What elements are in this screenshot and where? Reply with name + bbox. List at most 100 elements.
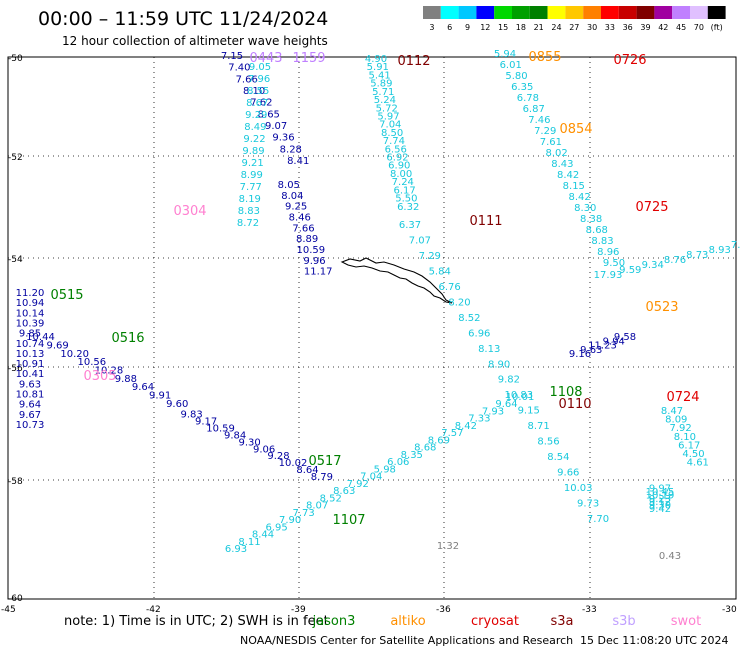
wave-height-value: 9.69	[46, 341, 68, 352]
wave-height-value: 7.33	[468, 414, 490, 425]
wave-height-value: 8.07	[306, 501, 328, 512]
wave-height-value: 9.17	[195, 417, 217, 428]
longitude-labels: -45 -42 -39 -36 -33 -30	[1, 605, 737, 615]
legend-swatch	[458, 6, 477, 19]
wave-height-value: 6.37	[399, 220, 421, 231]
credit-text: NOAA/NESDIS Center for Satellite Applica…	[240, 634, 573, 647]
wave-height-value: 6.01	[500, 60, 522, 71]
wave-height-value: 9.36	[272, 133, 294, 144]
legend-swatch	[529, 6, 548, 19]
wave-height-value: 6.17	[393, 185, 415, 196]
wave-height-value: 10.73	[16, 420, 45, 431]
lat-label: -56	[8, 364, 23, 374]
wave-height-value: 8.68	[586, 225, 608, 236]
wave-height-value: 8.10	[243, 86, 265, 97]
wave-height-value: 10.41	[16, 369, 45, 380]
wave-height-value: 6.32	[397, 202, 419, 213]
pass-time-label: 0725	[635, 200, 668, 215]
satellite-legend-item: altiko	[390, 614, 425, 629]
legend-swatch	[512, 6, 530, 19]
wave-height-value: 10.19	[646, 491, 675, 502]
wave-height-value: 10.59	[206, 424, 235, 435]
legend-label: 36	[623, 23, 633, 32]
legend-label: 30	[587, 23, 597, 32]
satellite-legend-item: cryosat	[471, 614, 519, 629]
wave-height-value: 6.76	[438, 282, 460, 293]
legend-swatch	[690, 6, 708, 19]
pass-time-label: 0854	[559, 122, 592, 137]
wave-height-value: 10.02	[279, 458, 308, 469]
wave-height-value: 8.00	[390, 169, 412, 180]
wave-height-value: 5.94	[494, 49, 516, 60]
lat-label: -60	[8, 594, 23, 604]
satellite-legend-item: swot	[671, 614, 701, 629]
wave-height-value: 8.13	[478, 344, 500, 355]
wave-height-value: 1.32	[437, 541, 459, 552]
wave-height-value: 9.63	[19, 379, 41, 390]
wave-height-value: 9.23	[649, 494, 671, 505]
wave-height-value: 6.06	[387, 457, 409, 468]
wave-height-value: 7.66	[292, 223, 314, 234]
lon-label: -33	[582, 605, 597, 615]
legend-swatch	[672, 6, 690, 19]
pass-time-label: 0443	[249, 51, 282, 66]
wave-height-value: 8.19	[239, 194, 261, 205]
legend-label: 39	[640, 23, 650, 32]
wave-height-value: 9.07	[265, 121, 287, 132]
wave-height-value: 6.35	[511, 82, 533, 93]
wave-height-value: 8.43	[551, 159, 573, 170]
wave-height-value: 10.81	[16, 390, 45, 401]
wave-height-value: 9.88	[115, 374, 137, 385]
wave-height-value: 8.90	[488, 359, 510, 370]
pass-time-label: 0523	[645, 300, 678, 315]
footer-note: note: 1) Time is in UTC; 2) SWH is in fe…	[64, 614, 329, 629]
wave-height-value: 17.93	[594, 270, 623, 281]
wave-height-value: 6.87	[523, 104, 545, 115]
wave-height-value: 8.96	[597, 247, 619, 258]
wave-height-value: 11.17	[304, 267, 333, 278]
lat-label: -58	[8, 477, 23, 487]
wave-height-value: 7.70	[587, 514, 609, 525]
map-title: 00:00 – 11:59 UTC 11/24/2024	[38, 8, 328, 30]
lon-label: -45	[1, 605, 16, 615]
wave-height-value: 10.39	[16, 319, 45, 330]
wave-height-value: 8.05	[278, 180, 300, 191]
wave-height-value: 8.54	[547, 452, 569, 463]
wave-height-value: 7.77	[240, 182, 262, 193]
map-subtitle: 12 hour collection of altimeter wave hei…	[62, 34, 328, 48]
pass-time-label: 0855	[528, 50, 561, 65]
wave-height-value: 9.89	[242, 146, 264, 157]
wave-height-value: 7.07	[409, 236, 431, 247]
wave-height-value: 8.04	[281, 191, 303, 202]
wave-height-value: 9.12	[649, 497, 671, 508]
wave-height-value: 7.90	[279, 515, 301, 526]
pass-time-label: 0112	[397, 54, 430, 69]
wave-height-value: 8.64	[296, 465, 318, 476]
legend-label: 42	[658, 23, 668, 32]
wave-height-value: 7.15	[221, 51, 243, 62]
lon-label: -36	[436, 605, 451, 615]
pass-time-label: 1107	[332, 513, 365, 528]
lon-label: -39	[291, 605, 306, 615]
wave-height-value: 8.41	[287, 156, 309, 167]
wave-height-value: 10.14	[16, 308, 45, 319]
wave-height-value: 9.30	[238, 437, 260, 448]
wave-height-value: 10.45	[646, 487, 675, 498]
wave-height-value: 9.25	[285, 202, 307, 213]
pass-time-label: 0516	[111, 331, 144, 346]
legend-swatch	[547, 6, 566, 19]
wave-height-value: 8.71	[527, 421, 549, 432]
wave-height-value: 8.72	[237, 218, 259, 229]
wave-height-value: 7.92	[669, 423, 691, 434]
wave-height-value: 7.93	[482, 407, 504, 418]
lon-label: -30	[722, 605, 737, 615]
wave-height-value: 8.73	[686, 250, 708, 261]
wave-height-value: 5.50	[395, 194, 417, 205]
legend-swatch	[423, 6, 441, 19]
wave-height-value: 7.96	[248, 74, 270, 85]
wave-height-value: 8.42	[557, 170, 579, 181]
wave-height-value: 9.82	[498, 375, 520, 386]
wave-height-value: 7.57	[441, 428, 463, 439]
